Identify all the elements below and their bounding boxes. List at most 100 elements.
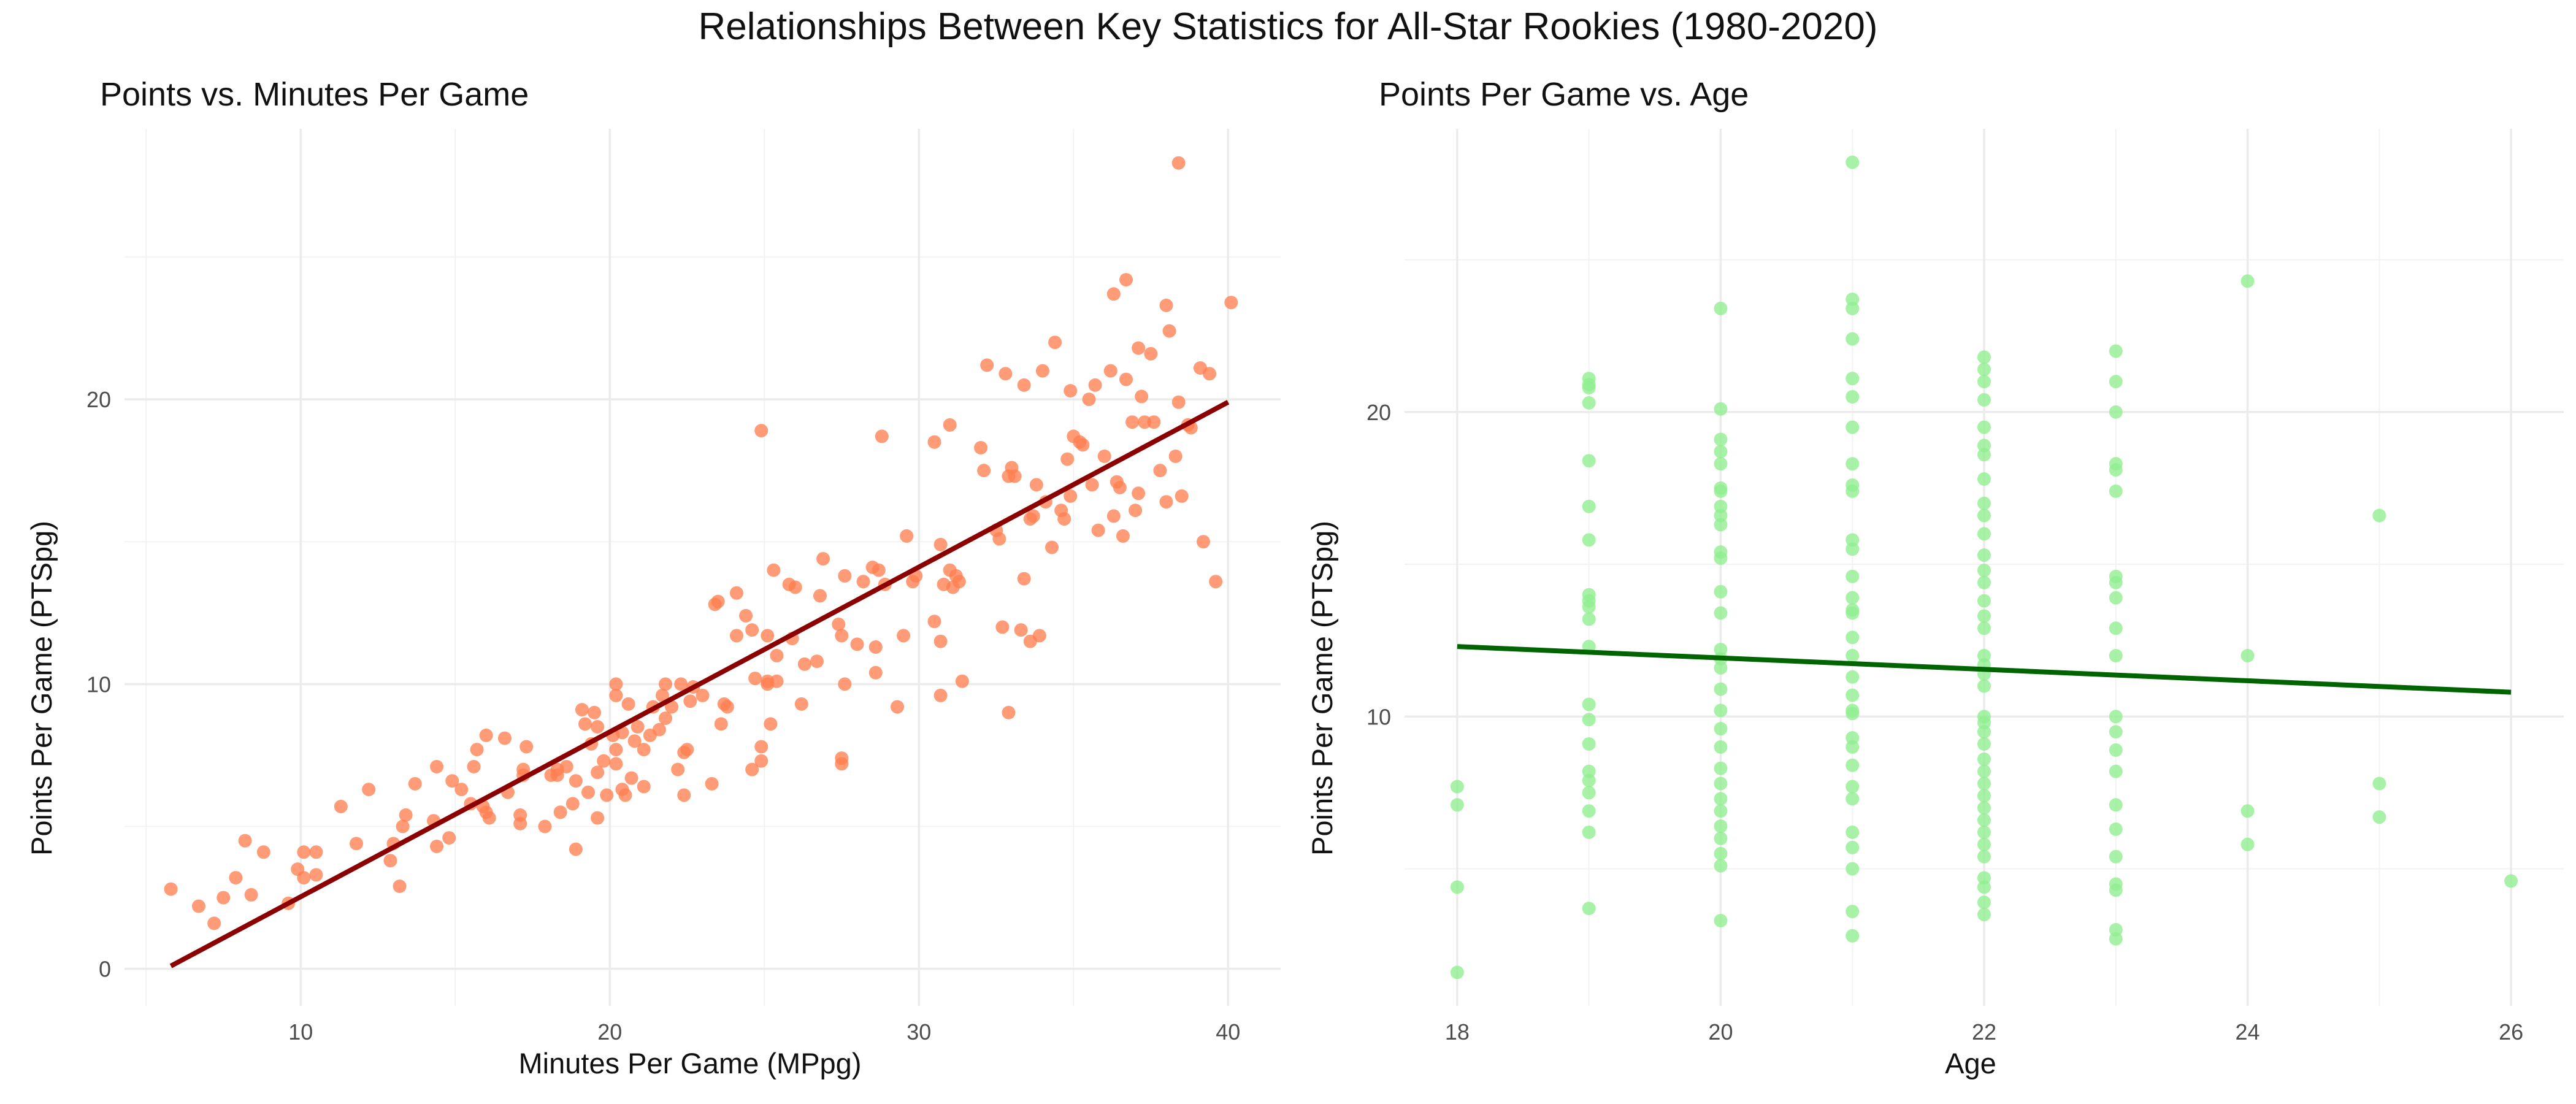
data-point-left: [408, 776, 422, 791]
data-point-right: [1977, 362, 1991, 377]
data-point-left: [1088, 378, 1102, 392]
panel-title-right: Points Per Game vs. Age: [1379, 76, 1749, 113]
data-point-left: [207, 916, 221, 930]
data-point-left: [1153, 464, 1167, 478]
data-point-right: [1977, 776, 1991, 791]
data-point-right: [1450, 880, 1464, 894]
data-point-right: [1846, 688, 1860, 702]
data-point-left: [683, 694, 697, 708]
data-point-right: [1977, 737, 1991, 751]
data-point-left: [770, 674, 784, 688]
x-tick-label: 24: [2236, 1019, 2260, 1045]
x-tick-label: 40: [1216, 1019, 1240, 1045]
data-point-right: [1582, 825, 1596, 839]
data-point-left: [637, 743, 651, 757]
data-point-left: [1196, 535, 1210, 549]
data-point-left: [1103, 364, 1117, 378]
data-point-right: [1846, 606, 1860, 620]
data-point-right: [1714, 740, 1728, 754]
data-point-left: [191, 899, 205, 913]
data-point-right: [1846, 780, 1860, 794]
data-point-left: [1106, 509, 1121, 523]
data-point-right: [1977, 375, 1991, 389]
data-point-right: [1846, 484, 1860, 498]
data-point-left: [229, 871, 243, 885]
data-point-left: [618, 788, 632, 802]
data-point-right: [1714, 776, 1728, 791]
data-point-left: [393, 880, 407, 893]
data-point-left: [1168, 449, 1183, 463]
data-point-left: [454, 783, 469, 797]
data-point-right: [1846, 389, 1860, 404]
data-point-left: [711, 594, 725, 608]
data-point-left: [575, 703, 589, 717]
x-tick-label: 22: [1972, 1019, 1996, 1045]
y-tick-label: 10: [1367, 704, 1391, 729]
data-point-left: [729, 586, 743, 600]
grid-right: [1405, 129, 2564, 1006]
data-point-left: [1175, 489, 1189, 503]
data-point-right: [1977, 764, 1991, 778]
data-point-left: [1026, 509, 1040, 523]
data-point-right: [1846, 707, 1860, 721]
data-point-right: [2109, 648, 2123, 662]
data-point-right: [1977, 472, 1991, 486]
data-point-right: [1977, 575, 1991, 589]
data-point-right: [1714, 682, 1728, 696]
data-point-left: [1125, 415, 1140, 429]
data-point-left: [538, 819, 552, 834]
data-point-left: [565, 797, 580, 811]
data-point-left: [1113, 481, 1127, 494]
data-point-right: [1714, 859, 1728, 873]
data-point-left: [1224, 296, 1238, 310]
data-point-left: [977, 464, 991, 478]
data-point-right: [1714, 402, 1728, 416]
data-point-left: [992, 532, 1006, 546]
data-point-right: [1714, 457, 1728, 471]
data-point-left: [569, 774, 583, 788]
data-point-right: [1846, 301, 1860, 315]
panel-title-left: Points vs. Minutes Per Game: [100, 76, 529, 113]
data-point-left: [680, 743, 694, 757]
data-point-right: [2241, 804, 2255, 818]
data-point-right: [1714, 585, 1728, 599]
data-point-right: [1714, 432, 1728, 447]
data-point-left: [1159, 298, 1173, 312]
data-point-left: [696, 688, 710, 702]
data-point-right: [2241, 837, 2255, 851]
data-point-left: [1129, 504, 1143, 518]
data-point-right: [2109, 798, 2123, 812]
data-point-right: [2109, 591, 2123, 605]
data-point-left: [637, 780, 651, 794]
data-point-right: [2372, 776, 2386, 791]
data-point-right: [1714, 661, 1728, 675]
data-point-left: [621, 697, 635, 711]
data-point-right: [1977, 789, 1991, 803]
data-point-left: [309, 845, 323, 859]
data-point-left: [856, 575, 870, 589]
data-point-left: [1082, 393, 1096, 407]
data-point-right: [1846, 740, 1860, 754]
data-point-left: [609, 743, 623, 757]
x-ticks-right: 18 20 22 24 26: [1445, 1019, 2523, 1045]
data-point-right: [1846, 792, 1860, 806]
data-point-right: [2504, 874, 2518, 888]
data-point-right: [1714, 703, 1728, 718]
data-point-left: [609, 757, 623, 771]
data-point-left: [1116, 529, 1130, 543]
data-point-left: [816, 552, 830, 566]
data-point-left: [927, 615, 941, 629]
data-point-left: [334, 800, 348, 813]
data-point-right: [1846, 648, 1860, 662]
data-point-left: [1091, 523, 1105, 537]
data-point-left: [674, 677, 688, 691]
data-point-left: [1032, 629, 1046, 643]
data-point-left: [872, 563, 886, 577]
data-point-right: [1582, 396, 1596, 410]
data-point-left: [720, 700, 734, 714]
data-point-right: [1582, 454, 1596, 468]
data-point-left: [729, 629, 743, 643]
data-point-left: [1002, 705, 1016, 719]
data-point-right: [1450, 798, 1464, 812]
